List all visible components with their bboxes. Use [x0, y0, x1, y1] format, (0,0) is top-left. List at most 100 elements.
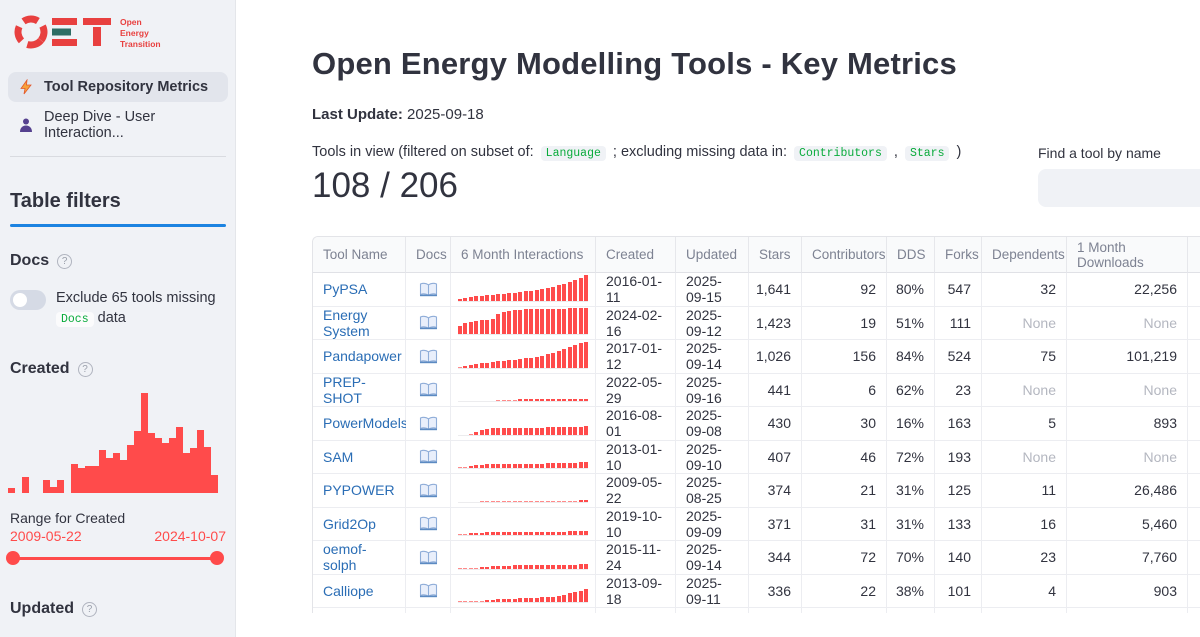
sparkline-bar	[507, 565, 512, 569]
docs-icon-cell[interactable]	[406, 273, 451, 307]
tool-name-link[interactable]: Energy System	[313, 306, 406, 340]
downloads-cell: None	[1067, 373, 1188, 407]
created-help-icon[interactable]: ?	[77, 361, 93, 377]
sidebar: Open Energy Transition Tool Repository M…	[0, 0, 236, 637]
updated-cell: 2025-09-12	[676, 306, 749, 340]
nav-item-tool-repository-metrics[interactable]: Tool Repository Metrics	[8, 72, 228, 102]
sparkline-bar	[567, 399, 572, 401]
sparkline-bar	[562, 348, 567, 368]
updated-filter-title: Updated	[10, 600, 74, 617]
histogram-bar	[99, 450, 106, 493]
tool-name-link[interactable]: PowerModels	[313, 407, 408, 441]
docs-icon-cell[interactable]	[406, 541, 451, 575]
docs-icon-cell[interactable]	[406, 440, 451, 474]
logo-tagline-energy: Energy	[120, 28, 149, 38]
tool-name-link[interactable]: Calliope	[313, 574, 406, 608]
column-header-1-month-downloads[interactable]: 1 Month Downloads	[1067, 237, 1188, 273]
updated-help-icon[interactable]: ?	[82, 601, 97, 617]
sparkline-bar	[463, 567, 468, 569]
docs-exclude-toggle[interactable]	[10, 290, 46, 310]
column-header-contributors[interactable]: Contributors	[802, 237, 887, 273]
column-header-docs[interactable]: Docs	[406, 237, 451, 273]
sparkline-bar	[507, 359, 512, 368]
tool-name-link[interactable]: oemof-solph	[313, 541, 406, 575]
none-value: None	[1143, 448, 1177, 465]
row-stub-cell	[1188, 306, 1200, 340]
contributors-cell: 92	[802, 273, 887, 307]
sparkline-bar	[573, 279, 578, 301]
tool-name-link[interactable]: SAM	[313, 440, 406, 474]
slider-handle-start[interactable]	[6, 551, 20, 565]
sparkline-bar	[518, 532, 523, 535]
sparkline-bar	[474, 465, 479, 468]
sparkline-bar	[490, 600, 495, 602]
dds-cell: 62%	[887, 373, 935, 407]
docs-icon-cell[interactable]	[406, 407, 451, 441]
slider-handle-end[interactable]	[210, 551, 224, 565]
sparkline-bar	[501, 312, 506, 334]
tool-name-link[interactable]: PyPSA	[313, 273, 406, 307]
search-block: Find a tool by name	[1038, 145, 1200, 207]
sparkline-bar	[545, 309, 550, 334]
dependents-cell: 5	[982, 407, 1067, 441]
sparkline-bar	[556, 463, 561, 468]
docs-icon-cell[interactable]	[406, 574, 451, 608]
docs-icon-cell[interactable]	[406, 306, 451, 340]
histogram-bar	[92, 466, 99, 493]
sparkline-bar	[584, 563, 589, 569]
tool-name-link[interactable]: PYPOWER	[313, 474, 406, 508]
docs-icon-cell[interactable]	[406, 373, 451, 407]
sparkline-bar	[496, 293, 501, 301]
forks-cell: 111	[935, 306, 982, 340]
search-input[interactable]	[1038, 169, 1200, 207]
contributors-cell: 46	[802, 440, 887, 474]
sparkline-bar	[512, 500, 517, 502]
logo-tagline-transition: Transition	[120, 39, 161, 49]
sparkline-bar	[501, 293, 506, 301]
docs-icon-cell[interactable]	[406, 474, 451, 508]
sparkline-bar	[540, 532, 545, 535]
sparkline-bar	[545, 597, 550, 602]
none-value: None	[1143, 314, 1177, 331]
sparkline-bar	[512, 400, 517, 401]
empty-row-cell	[313, 608, 406, 613]
column-header-created[interactable]: Created	[596, 237, 676, 273]
column-header-forks[interactable]: Forks	[935, 237, 982, 273]
column-header-dds[interactable]: DDS	[887, 237, 935, 273]
column-header-tool-name[interactable]: Tool Name	[313, 237, 406, 273]
sparkline-bar	[496, 427, 501, 435]
sparkline-bar	[496, 500, 501, 502]
sparkline-bar	[490, 319, 495, 334]
created-histogram	[8, 393, 218, 493]
forks-cell: 125	[935, 474, 982, 508]
sparkline-bar	[518, 291, 523, 301]
forks-cell: 163	[935, 407, 982, 441]
tool-name-link[interactable]: PREP-SHOT	[313, 373, 406, 407]
sparkline-bar	[496, 532, 501, 535]
histogram-bar	[113, 453, 120, 493]
column-header-stars[interactable]: Stars	[749, 237, 802, 273]
sparkline-bar	[523, 427, 528, 435]
sparkline-bar	[479, 500, 484, 502]
sparkline-bar	[573, 564, 578, 569]
docs-icon-cell[interactable]	[406, 507, 451, 541]
sparkline-bar	[556, 596, 561, 602]
tool-name-link[interactable]: Pandapower	[313, 340, 406, 374]
docs-help-icon[interactable]: ?	[57, 253, 73, 269]
sparkline-bar	[584, 531, 589, 535]
docs-icon-cell[interactable]	[406, 340, 451, 374]
sparkline-bar	[573, 344, 578, 368]
interactions-sparkline	[458, 410, 589, 436]
column-header-6-month-interactions[interactable]: 6 Month Interactions	[451, 237, 596, 273]
updated-cell: 2025-09-15	[676, 273, 749, 307]
sparkline-bar	[485, 428, 490, 435]
nav-item-deep-dive[interactable]: Deep Dive - User Interaction...	[8, 109, 228, 141]
tool-name-link[interactable]: Grid2Op	[313, 507, 406, 541]
column-header-dependents[interactable]: Dependents	[982, 237, 1067, 273]
sparkline-bar	[534, 356, 539, 368]
created-range-slider[interactable]	[6, 551, 224, 565]
column-header-updated[interactable]: Updated	[676, 237, 749, 273]
empty-row-cell	[802, 608, 887, 613]
histogram-bar	[183, 453, 190, 493]
histogram-bar	[141, 393, 148, 493]
